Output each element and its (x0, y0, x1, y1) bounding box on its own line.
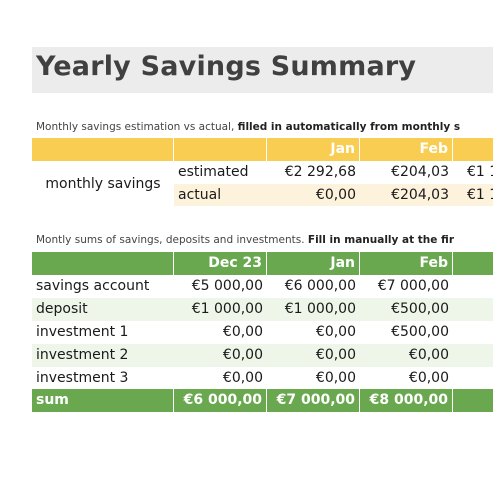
header-cell-feb[interactable]: Feb (360, 138, 453, 161)
value-cell[interactable]: €500,00 (391, 324, 449, 340)
title-band (32, 47, 493, 93)
value-cell[interactable]: €0,00 (408, 370, 449, 386)
section2-note-plain: Montly sums of savings, deposits and inv… (36, 234, 308, 246)
value-cell[interactable]: €1 000,00 (284, 301, 356, 317)
table-row: estimated €2 292,68 €204,03 €1 1 (174, 161, 493, 184)
section1-note: Monthly savings estimation vs actual, fi… (36, 121, 460, 133)
value-cell[interactable]: €1 000,00 (191, 301, 263, 317)
table-row: savings account €5 000,00 €6 000,00 €7 0… (32, 275, 493, 298)
sum-cell[interactable]: €6 000,00 (174, 389, 267, 412)
row-label-actual[interactable]: actual (178, 187, 222, 203)
value-cell[interactable]: €0,00 (315, 324, 356, 340)
value-cell[interactable]: €2 292,68 (284, 164, 356, 180)
value-cell[interactable]: €0,00 (315, 187, 356, 203)
value-cell[interactable]: €0,00 (222, 370, 263, 386)
header-cell-jan[interactable]: Jan (267, 252, 360, 275)
section2-note-bold: Fill in manually at the fir (307, 234, 455, 246)
section1-note-plain: Monthly savings estimation vs actual, (36, 121, 238, 133)
value-cell[interactable]: €0,00 (408, 347, 449, 363)
table-row: actual €0,00 €204,03 €1 1 (174, 184, 493, 206)
table-row: deposit €1 000,00 €1 000,00 €500,00 (32, 298, 493, 321)
header-cell-blank[interactable] (453, 138, 493, 161)
section1-note-bold: filled in automatically from monthly s (237, 121, 461, 133)
sum-cell[interactable]: €8 000,00 (360, 389, 453, 412)
value-cell[interactable]: €204,03 (391, 187, 449, 203)
estimation-header-row: Jan Feb (32, 138, 493, 161)
header-cell-blank[interactable] (32, 252, 174, 275)
header-cell-feb[interactable]: Feb (360, 252, 453, 275)
row-label-investment-3[interactable]: investment 3 (36, 370, 129, 386)
value-cell[interactable]: €0,00 (315, 370, 356, 386)
row-label-estimated[interactable]: estimated (178, 164, 249, 180)
value-cell[interactable]: €6 000,00 (284, 278, 356, 294)
value-cell[interactable]: €1 1 (467, 164, 493, 180)
value-cell[interactable]: €1 1 (467, 187, 493, 203)
table-row: investment 3 €0,00 €0,00 €0,00 (32, 367, 493, 390)
value-cell[interactable]: €500,00 (391, 301, 449, 317)
value-cell[interactable]: €5 000,00 (191, 278, 263, 294)
estimation-table: Jan Feb monthly savings estimated €2 292… (32, 138, 493, 206)
page-title: Yearly Savings Summary (36, 51, 417, 82)
value-cell[interactable]: €7 000,00 (377, 278, 449, 294)
sum-cell-blank[interactable] (453, 389, 493, 412)
row-label-investment-1[interactable]: investment 1 (36, 324, 129, 340)
row-label-deposit[interactable]: deposit (36, 301, 88, 317)
value-cell[interactable]: €0,00 (315, 347, 356, 363)
section2-note: Montly sums of savings, deposits and inv… (36, 234, 454, 246)
header-cell-blank[interactable] (32, 138, 174, 161)
header-cell-jan[interactable]: Jan (267, 138, 360, 161)
sum-row: sum €6 000,00 €7 000,00 €8 000,00 (32, 389, 493, 412)
value-cell[interactable]: €0,00 (222, 324, 263, 340)
value-cell[interactable]: €204,03 (391, 164, 449, 180)
table-row: investment 2 €0,00 €0,00 €0,00 (32, 344, 493, 367)
row-label-sum[interactable]: sum (32, 389, 174, 412)
sums-table: Dec 23 Jan Feb savings account €5 000,00… (32, 252, 493, 412)
row-label-savings-account[interactable]: savings account (36, 278, 150, 294)
row-label-investment-2[interactable]: investment 2 (36, 347, 129, 363)
header-cell-dec23[interactable]: Dec 23 (174, 252, 267, 275)
sums-header-row: Dec 23 Jan Feb (32, 252, 493, 275)
header-cell-blank[interactable] (453, 252, 493, 275)
table-row: investment 1 €0,00 €0,00 €500,00 (32, 321, 493, 344)
sum-cell[interactable]: €7 000,00 (267, 389, 360, 412)
monthly-savings-label[interactable]: monthly savings (45, 176, 161, 192)
value-cell[interactable]: €0,00 (222, 347, 263, 363)
header-cell-blank[interactable] (174, 138, 267, 161)
